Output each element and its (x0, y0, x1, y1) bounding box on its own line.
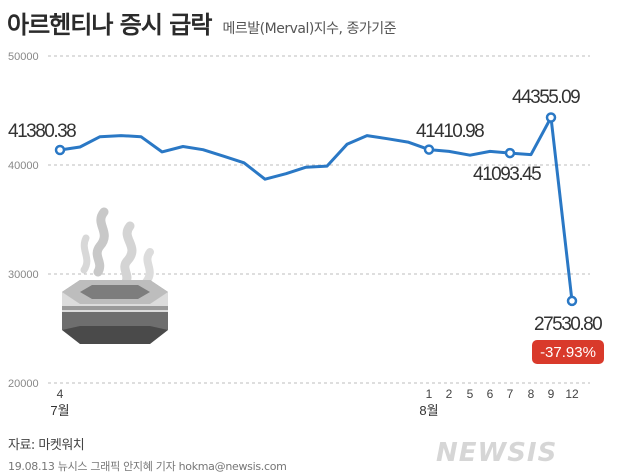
credit-line: 19.08.13 뉴시스 그래픽 안지혜 기자 hokma@newsis.com (8, 460, 287, 473)
newsis-watermark: NEWSIS (436, 438, 558, 468)
data-point-marker (566, 295, 578, 307)
merval-series-line (59, 116, 574, 302)
month-labels: 7월 8월 (50, 403, 438, 418)
crater-ring-stripe-icon (62, 306, 168, 310)
data-point-marker (54, 144, 66, 156)
smoke-wisp-icon (92, 207, 109, 277)
crater-side-icon (62, 312, 168, 330)
change-percent-label: -37.93% (540, 344, 596, 361)
chart-subtitle: 메르발(Merval)지수, 종가기준 (222, 21, 397, 37)
data-point-marker (423, 144, 435, 155)
chart-header: 아르헨티나 증시 급락 메르발(Merval)지수, 종가기준 (7, 5, 396, 45)
x-tick-label: 12 (565, 387, 579, 401)
data-point-marker (504, 147, 516, 159)
x-tick-label: 4 (57, 387, 64, 401)
value-label: 41410.98 (416, 121, 484, 142)
crater-hole-icon (80, 285, 150, 299)
smoke-wisp-icon (142, 248, 154, 286)
falling-market-smoke-icon (62, 207, 168, 344)
x-tick-label: 2 (446, 387, 453, 401)
chart-title: 아르헨티나 증시 급락 (7, 11, 212, 39)
x-tick-label: 1 (426, 387, 433, 401)
gridlines (48, 55, 590, 384)
y-tick-label: 30000 (8, 269, 39, 281)
y-tick-label: 20000 (8, 378, 39, 390)
value-label: 27530.80 (534, 314, 602, 335)
value-label: 41380.38 (8, 121, 76, 142)
month-label: 7월 (50, 403, 69, 418)
data-point-marker (545, 112, 557, 123)
x-tick-label: 7 (507, 387, 514, 401)
smoke-wisp-icon (120, 221, 137, 287)
value-annotations: 41380.38 41410.98 41093.45 44355.09 27530.80… (8, 87, 604, 364)
source-note: 자료: 마켓워치 (8, 438, 85, 453)
x-tick-label: 5 (467, 387, 474, 401)
value-label: 41093.45 (473, 164, 541, 185)
x-axis-labels: 4 1 2 5 6 7 8 9 12 (57, 387, 579, 401)
value-label: 44355.09 (512, 87, 580, 108)
x-tick-label: 8 (528, 387, 535, 401)
y-tick-label: 40000 (8, 160, 39, 172)
x-tick-label: 9 (548, 387, 555, 401)
smoke-wisp-icon (80, 234, 91, 274)
crater-bottom-icon (62, 326, 168, 344)
change-percent-badge (532, 340, 604, 364)
series-markers (54, 112, 578, 307)
month-label: 8월 (419, 403, 438, 418)
x-tick-label: 6 (487, 387, 494, 401)
y-axis-labels: 20000 30000 40000 50000 (8, 51, 39, 390)
y-tick-label: 50000 (8, 51, 39, 63)
